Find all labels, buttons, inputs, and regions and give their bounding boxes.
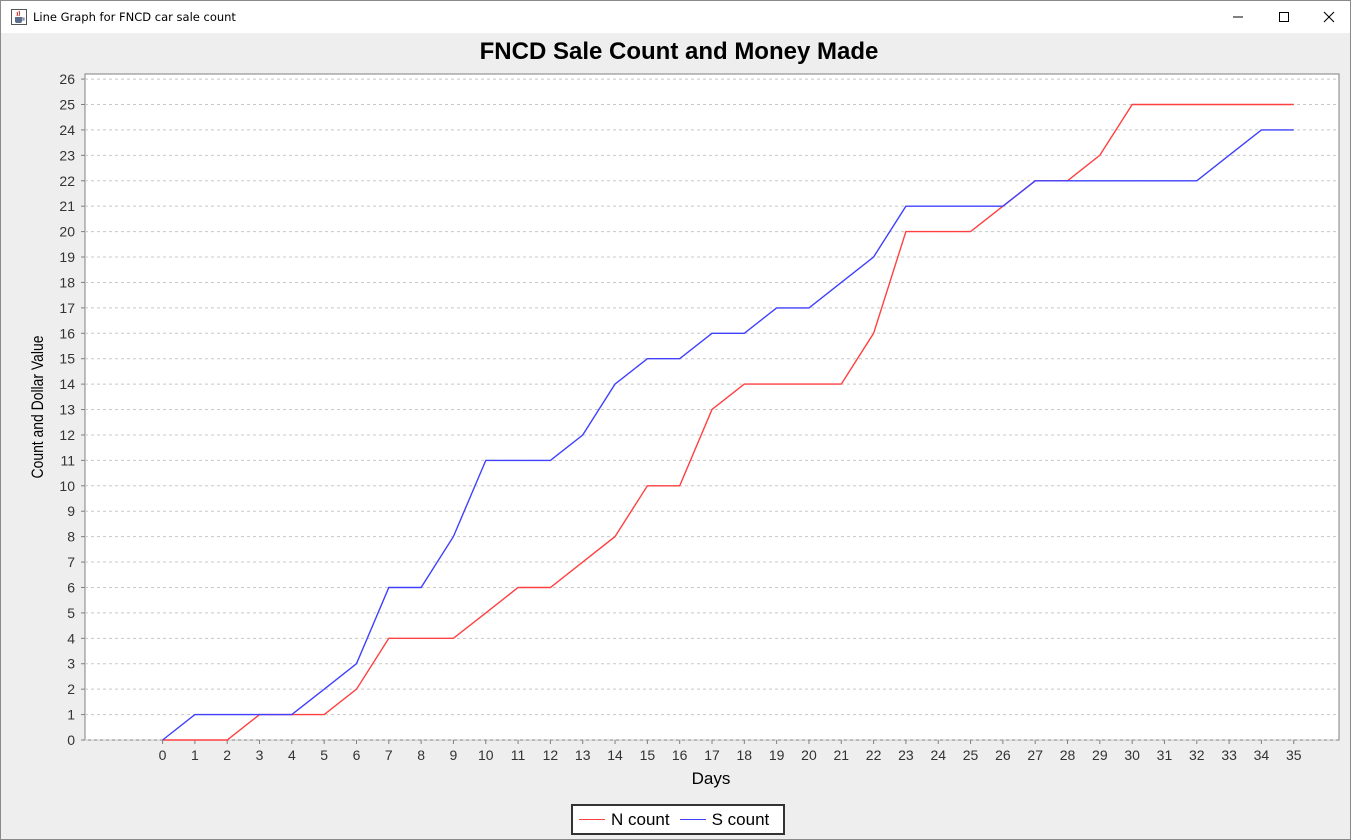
series-line-s-count xyxy=(162,129,1294,741)
legend-label-n-count: N count xyxy=(611,809,670,829)
y-tick-label: 0 xyxy=(67,732,75,748)
y-tick-label: 13 xyxy=(59,402,75,418)
minimize-button[interactable] xyxy=(1215,1,1261,33)
maximize-icon xyxy=(1279,12,1289,22)
x-tick-label: 11 xyxy=(511,747,526,763)
legend-swatch-s-count xyxy=(679,818,706,821)
x-tick-label: 8 xyxy=(417,747,425,763)
x-axis-label: Days xyxy=(692,769,731,788)
x-tick-label: 4 xyxy=(288,747,296,763)
y-tick-label: 6 xyxy=(67,579,75,595)
y-tick-label: 2 xyxy=(67,681,75,697)
java-coffee-cup-icon xyxy=(11,9,27,25)
x-tick-label: 30 xyxy=(1124,747,1140,763)
x-axis-ticks: 0 1 2 3 4 5 6 7 8 9 10 11 12 13 14 15 16 17 18 19 20 21 22 23 24… xyxy=(159,740,1302,763)
x-tick-label: 25 xyxy=(963,747,979,763)
maximize-button[interactable] xyxy=(1261,1,1307,33)
x-tick-label: 23 xyxy=(898,747,914,763)
line-chart: FNCD Sale Count and Money Made 012345678… xyxy=(29,38,1340,788)
chart-legend: N count S count xyxy=(571,804,785,835)
x-tick-label: 16 xyxy=(672,747,688,763)
y-axis-ticks: 0123456789101112131415161718192021222324… xyxy=(59,71,85,748)
title-bar[interactable]: Line Graph for FNCD car sale count xyxy=(1,1,1350,33)
x-tick-label: 14 xyxy=(607,747,623,763)
minimize-icon xyxy=(1233,16,1243,18)
x-tick-label: 18 xyxy=(737,747,753,763)
y-tick-label: 24 xyxy=(59,122,75,138)
y-tick-label: 1 xyxy=(67,707,75,723)
y-tick-label: 18 xyxy=(59,274,75,290)
x-tick-label: 7 xyxy=(385,747,393,763)
x-tick-label: 13 xyxy=(575,747,591,763)
x-tick-label: 19 xyxy=(769,747,785,763)
window-title: Line Graph for FNCD car sale count xyxy=(33,10,236,24)
x-tick-label: 2 xyxy=(223,747,231,763)
x-tick-label: 5 xyxy=(320,747,328,763)
y-tick-label: 17 xyxy=(59,300,75,316)
y-tick-label: 11 xyxy=(60,452,75,468)
x-tick-label: 1 xyxy=(191,747,199,763)
series-line-n-count xyxy=(162,103,1294,741)
y-tick-label: 8 xyxy=(67,529,75,545)
x-tick-label: 6 xyxy=(353,747,361,763)
x-tick-label: 20 xyxy=(801,747,817,763)
legend-item-s-count: S count xyxy=(679,809,770,830)
x-tick-label: 26 xyxy=(995,747,1011,763)
legend-swatch-n-count xyxy=(579,818,605,821)
x-tick-label: 27 xyxy=(1027,747,1043,763)
y-tick-label: 20 xyxy=(59,224,75,240)
x-tick-label: 31 xyxy=(1157,747,1173,763)
y-tick-label: 10 xyxy=(59,478,75,494)
y-tick-label: 16 xyxy=(59,325,75,341)
y-tick-label: 14 xyxy=(59,376,75,392)
legend-label-s-count: S count xyxy=(711,809,770,829)
y-tick-label: 4 xyxy=(67,630,75,646)
y-tick-label: 9 xyxy=(67,503,75,519)
y-axis-label: Count and Dollar Value xyxy=(29,336,48,479)
y-tick-label: 12 xyxy=(59,427,75,443)
y-tick-label: 23 xyxy=(59,147,75,163)
x-tick-label: 9 xyxy=(450,747,458,763)
x-tick-label: 35 xyxy=(1286,747,1302,763)
y-tick-label: 26 xyxy=(59,71,75,87)
x-tick-label: 28 xyxy=(1060,747,1076,763)
x-tick-label: 12 xyxy=(543,747,559,763)
x-tick-label: 15 xyxy=(640,747,656,763)
x-tick-label: 3 xyxy=(256,747,264,763)
chart-title: FNCD Sale Count and Money Made xyxy=(480,38,879,65)
close-button[interactable] xyxy=(1306,1,1351,33)
y-tick-label: 3 xyxy=(67,656,75,672)
x-tick-label: 24 xyxy=(930,747,946,763)
x-tick-label: 17 xyxy=(704,747,720,763)
x-tick-label: 34 xyxy=(1254,747,1270,763)
y-tick-label: 21 xyxy=(59,198,75,214)
close-icon xyxy=(1323,11,1335,23)
x-tick-label: 29 xyxy=(1092,747,1108,763)
y-tick-label: 19 xyxy=(59,249,75,265)
y-tick-label: 7 xyxy=(67,554,75,570)
y-tick-label: 25 xyxy=(59,97,75,113)
x-tick-label: 21 xyxy=(833,747,849,763)
series-lines xyxy=(162,103,1294,741)
x-tick-label: 10 xyxy=(478,747,494,763)
x-tick-label: 33 xyxy=(1221,747,1237,763)
x-tick-label: 32 xyxy=(1189,747,1205,763)
gridlines xyxy=(85,78,1339,741)
legend-item-n-count: N count xyxy=(579,810,670,830)
x-tick-label: 22 xyxy=(866,747,882,763)
plot-area xyxy=(84,73,1340,741)
x-tick-label: 0 xyxy=(159,747,167,763)
y-tick-label: 5 xyxy=(67,605,75,621)
y-tick-label: 22 xyxy=(59,173,75,189)
y-tick-label: 15 xyxy=(59,351,75,367)
